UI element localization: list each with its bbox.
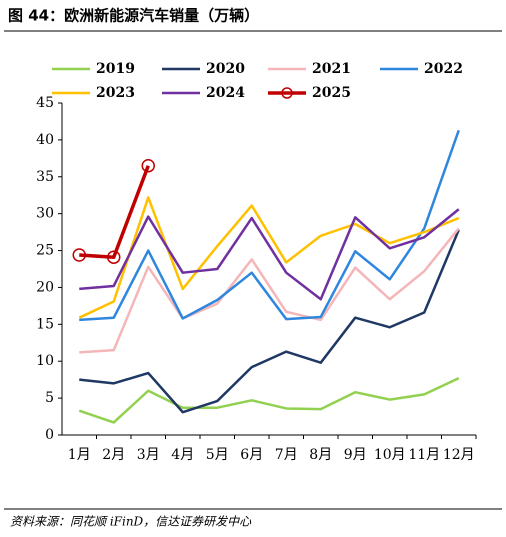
series-line [79,229,460,414]
x-tick-label: 11月 [408,447,440,463]
x-tick-label: 6月 [240,447,263,463]
point-marker [141,158,155,173]
series-line [79,208,460,301]
x-tick-label: 1月 [68,447,91,463]
x-tick-label: 10月 [374,447,406,463]
series-line [78,196,460,319]
x-tick-label: 8月 [309,447,332,463]
y-tick-label: 10 [36,353,54,369]
legend-label: 2022 [424,61,463,77]
x-tick-label: 9月 [344,447,367,463]
series-line [79,129,460,322]
series-line [79,227,460,354]
point-marker [107,250,121,264]
x-tick-label: 2月 [102,447,125,463]
y-tick-label: 5 [45,390,54,406]
legend-label: 2025 [312,85,351,101]
y-tick-label: 25 [36,243,54,259]
y-tick-label: 40 [36,132,54,148]
series-line [79,165,150,259]
legend-label: 2019 [96,61,135,77]
y-tick-label: 45 [36,95,54,111]
series-line [78,377,460,424]
x-tick-label: 4月 [171,447,194,463]
y-tick-label: 20 [36,279,54,295]
point-marker [72,248,86,262]
y-tick-label: 15 [36,316,54,332]
chart-title: 图 44：欧洲新能源汽车销量（万辆） [8,7,259,25]
x-tick-label: 5月 [206,447,229,463]
x-tick-label: 7月 [275,447,298,463]
legend-label: 2021 [312,61,351,77]
x-tick-label: 3月 [137,447,160,463]
legend-label: 2020 [206,61,245,77]
x-tick-label: 12月 [443,447,475,463]
y-tick-label: 35 [36,169,54,185]
legend-label: 2024 [206,85,245,101]
y-tick-label: 30 [36,206,54,222]
legend-marker [281,87,293,99]
legend-label: 2023 [96,85,135,101]
source: 资料来源：同花顺 iFinD，信达证券研发中心 [10,515,252,529]
y-tick-label: 0 [45,427,54,443]
